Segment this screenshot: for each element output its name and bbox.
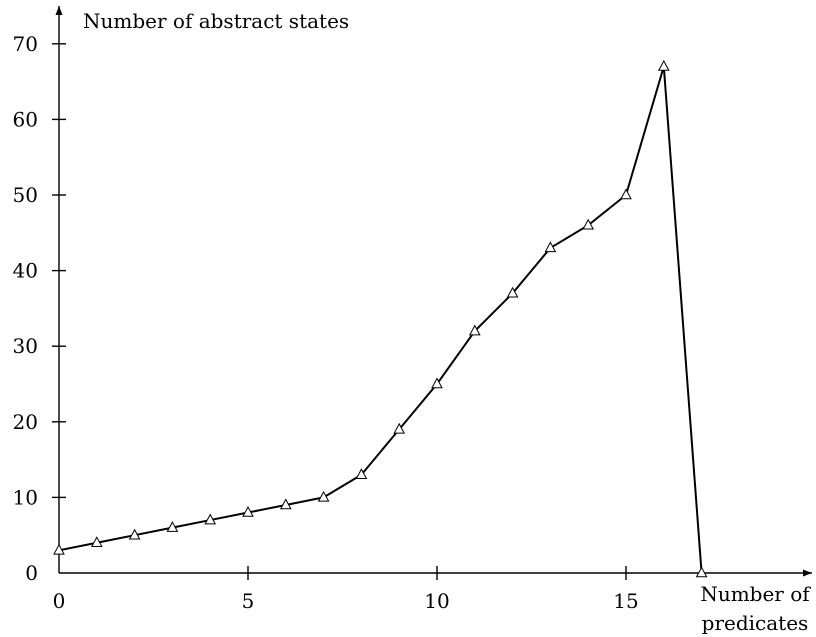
series	[58, 65, 703, 574]
y-tick-label: 30	[13, 334, 38, 358]
y-axis-label: Number of abstract states	[83, 9, 349, 33]
data-point-marker	[582, 218, 595, 230]
axes	[55, 6, 812, 577]
data-point-marker	[204, 513, 217, 525]
x-axis-arrow	[803, 569, 812, 577]
data-point-marker	[279, 498, 292, 510]
x-tick-label: 10	[424, 589, 449, 613]
data-point-marker	[695, 566, 708, 578]
x-ticks: 0 5 10 15	[53, 566, 639, 613]
x-axis-label-line-2: predicates	[702, 611, 809, 635]
y-tick-label: 20	[13, 410, 38, 434]
data-point-marker	[620, 188, 632, 200]
y-tick-label: 40	[13, 259, 38, 283]
y-axis-arrow	[55, 6, 63, 15]
x-axis-label-line-1: Number of	[700, 582, 811, 606]
y-tick-label: 10	[13, 485, 38, 509]
data-point-marker	[393, 422, 406, 434]
data-point-marker	[431, 377, 443, 389]
data-point-marker	[506, 286, 519, 298]
y-ticks: 0 10 20 30 40 50 60 70	[13, 32, 66, 585]
x-tick-label: 15	[613, 589, 638, 613]
data-point-marker	[90, 536, 103, 548]
data-point-marker	[355, 468, 368, 479]
data-point-marker	[242, 505, 254, 517]
y-tick-label: 70	[13, 32, 38, 56]
y-tick-label: 50	[13, 183, 38, 207]
markers	[53, 59, 708, 578]
data-point-marker	[317, 490, 330, 502]
data-point-marker	[544, 241, 557, 253]
data-point-marker	[166, 521, 179, 532]
y-tick-label: 60	[13, 107, 38, 131]
data-point-marker	[128, 528, 141, 540]
x-tick-label: 0	[53, 589, 66, 613]
series-line	[58, 65, 703, 574]
data-point-marker	[657, 59, 670, 71]
x-tick-label: 5	[242, 589, 255, 613]
y-tick-label: 0	[25, 561, 38, 585]
data-point-marker	[468, 324, 481, 336]
data-point-marker	[53, 543, 65, 555]
